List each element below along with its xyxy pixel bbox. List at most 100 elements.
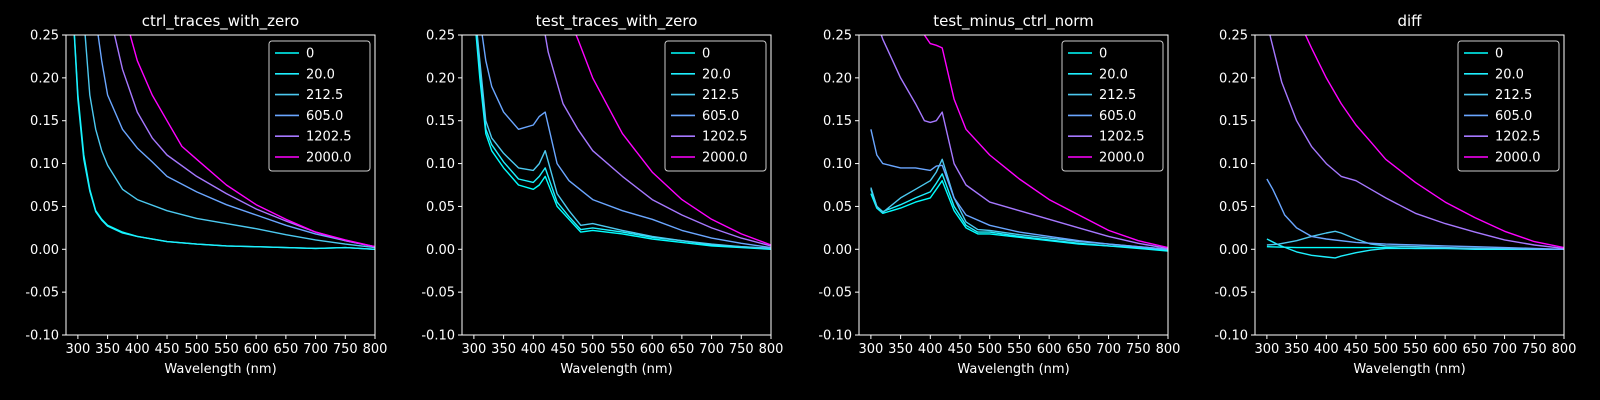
series-line-605.0: [1266, 178, 1564, 250]
legend-entry-label: 20.0: [702, 67, 731, 82]
y-tick-label: 0.10: [823, 157, 852, 172]
legend-entry-label: 2000.0: [306, 151, 352, 166]
x-tick-label: 400: [125, 342, 150, 357]
y-tick-label: -0.05: [25, 286, 59, 301]
chart-title: ctrl_traces_with_zero: [142, 12, 299, 31]
x-tick-label: 750: [1522, 342, 1547, 357]
x-tick-label: 650: [1066, 342, 1091, 357]
legend: 0 20.0 212.5 605.0 1202.5 2000.0: [268, 40, 371, 172]
legend-entry-label: 212.5: [1099, 88, 1136, 103]
series-line-1202.5: [1269, 35, 1564, 250]
legend-entry-label: 605.0: [1099, 109, 1136, 124]
legend-entry-label: 1202.5: [702, 130, 748, 145]
chart-panel-3: 300 350 400 450 500 550 600 650 700 750 800 -0.10 -0…: [818, 12, 1180, 377]
x-tick-label: 600: [1433, 342, 1458, 357]
x-axis-label: Wavelength (nm): [957, 362, 1069, 377]
x-tick-label: 500: [184, 342, 209, 357]
series-line-1202.5: [880, 35, 1168, 250]
x-tick-label: 700: [1096, 342, 1121, 357]
y-tick-label: -0.10: [1214, 329, 1248, 344]
x-tick-label: 600: [1037, 342, 1062, 357]
x-tick-label: 300: [1254, 342, 1279, 357]
x-tick-label: 800: [363, 342, 388, 357]
legend-entry-label: 20.0: [1495, 67, 1524, 82]
legend-entry-label: 0: [702, 47, 710, 62]
y-tick-label: 0.10: [30, 157, 59, 172]
legend-entry-label: 2000.0: [1099, 151, 1145, 166]
series-line-1202.5: [544, 35, 771, 247]
chart-title: diff: [1397, 12, 1422, 30]
y-tick-label: 0.05: [1219, 200, 1248, 215]
y-tick-label: 0.25: [823, 29, 852, 44]
x-tick-label: 350: [95, 342, 120, 357]
y-tick-label: 0.00: [823, 243, 852, 258]
legend-entry-label: 212.5: [702, 88, 739, 103]
y-tick-label: 0.20: [1219, 71, 1248, 86]
series-line-212.5: [1266, 230, 1564, 251]
x-tick-label: 800: [759, 342, 784, 357]
chart-title: test_minus_ctrl_norm: [933, 12, 1094, 31]
series-line-2000.0: [1304, 35, 1564, 249]
y-tick-label: 0.15: [30, 114, 59, 129]
x-tick-label: 300: [858, 342, 883, 357]
series-line-20.0: [73, 35, 375, 250]
legend-entry-label: 1202.5: [306, 130, 352, 145]
y-tick-label: -0.10: [421, 329, 455, 344]
x-tick-label: 300: [461, 342, 486, 357]
y-tick-label: 0.15: [426, 114, 455, 129]
legend-entry-label: 605.0: [1495, 109, 1532, 124]
series-line-2000.0: [129, 35, 375, 248]
series-line-20.0: [870, 173, 1168, 251]
x-tick-label: 500: [1373, 342, 1398, 357]
legend-entry-label: 2000.0: [702, 151, 748, 166]
y-tick-label: -0.10: [25, 329, 59, 344]
series-line-0: [475, 35, 771, 250]
x-tick-label: 400: [1314, 342, 1339, 357]
series-line-2000.0: [575, 35, 771, 246]
axes-frame: [858, 34, 1169, 336]
x-tick-label: 400: [521, 342, 546, 357]
y-tick-label: 0.00: [426, 243, 455, 258]
axes-frame: [1254, 34, 1565, 336]
x-tick-label: 500: [580, 342, 605, 357]
legend-entry-label: 20.0: [1099, 67, 1128, 82]
plot-area: [870, 35, 1168, 252]
y-tick-label: 0.00: [1219, 243, 1248, 258]
legend-entry-label: 0: [306, 47, 314, 62]
legend-entry-label: 2000.0: [1495, 151, 1541, 166]
x-tick-label: 700: [1492, 342, 1517, 357]
legend-entry-label: 605.0: [306, 109, 343, 124]
series-line-212.5: [476, 35, 771, 250]
x-tick-label: 450: [155, 342, 180, 357]
y-tick-label: 0.05: [30, 200, 59, 215]
legend-entry-label: 212.5: [306, 88, 343, 103]
x-tick-label: 400: [918, 342, 943, 357]
series-line-212.5: [84, 35, 375, 249]
plot-area: [73, 35, 375, 250]
y-tick-label: 0.20: [30, 71, 59, 86]
x-tick-label: 600: [244, 342, 269, 357]
legend-entry-label: 212.5: [1495, 88, 1532, 103]
plot-area: [1266, 35, 1564, 259]
x-tick-label: 800: [1552, 342, 1577, 357]
x-tick-label: 450: [1344, 342, 1369, 357]
legend: 0 20.0 212.5 605.0 1202.5 2000.0: [1457, 40, 1560, 172]
x-tick-label: 350: [491, 342, 516, 357]
y-tick-label: -0.05: [421, 286, 455, 301]
y-tick-label: -0.05: [818, 286, 852, 301]
x-axis-label: Wavelength (nm): [1353, 362, 1465, 377]
series-line-20.0: [1266, 238, 1564, 259]
legend-entry-label: 0: [1495, 47, 1503, 62]
plot-area: [475, 35, 771, 250]
y-tick-label: 0.25: [30, 29, 59, 44]
axes-frame: [461, 34, 772, 336]
legend: 0 20.0 212.5 605.0 1202.5 2000.0: [664, 40, 767, 172]
legend-entry-label: 1202.5: [1495, 130, 1541, 145]
x-tick-label: 500: [977, 342, 1002, 357]
axes-frame: [65, 34, 376, 336]
x-tick-label: 650: [1462, 342, 1487, 357]
series-line-605.0: [97, 35, 375, 248]
x-tick-label: 700: [303, 342, 328, 357]
x-tick-label: 450: [551, 342, 576, 357]
